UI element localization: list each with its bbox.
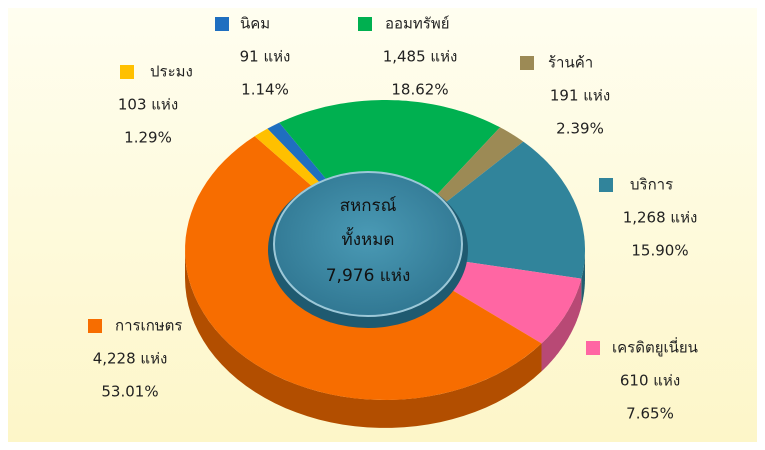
value-label: 7.65% [626,405,674,423]
slice-side [185,250,542,428]
count-label: 91 แห่ง [240,48,291,66]
center-total: 7,976 แห่ง [326,266,411,286]
center-text: สหกรณ์ [340,196,397,216]
legend-swatch [520,56,534,70]
count-label: 4,228 แห่ง [93,350,168,368]
value-label: 1.14% [241,81,289,99]
count-label: 1,268 แห่ง [623,209,698,227]
value-label: 53.01% [101,383,158,401]
slice-side [581,250,585,307]
category-label: การเกษตร [115,317,182,335]
slice-sides [185,250,585,428]
legend-swatch [586,341,600,355]
category-label: เครดิตยูเนี่ยน [612,337,698,357]
category-label: ประมง [150,63,193,81]
legend-swatch [358,17,372,31]
legend-swatch [599,178,613,192]
center-text: ทั้งหมด [342,227,395,250]
value-label: 2.39% [556,120,604,138]
legend-swatch [88,319,102,333]
category-label: นิคม [240,15,270,33]
value-label: 18.62% [391,81,448,99]
category-label: ร้านค้า [548,54,593,72]
legend-swatch [215,17,229,31]
value-label: 15.90% [631,242,688,260]
slice-side [541,278,582,372]
hub [273,171,463,317]
category-label: ออมทรัพย์ [385,15,450,33]
count-label: 103 แห่ง [118,96,178,114]
legend-swatch [120,65,134,79]
count-label: 1,485 แห่ง [383,48,458,66]
count-label: 610 แห่ง [620,372,680,390]
value-label: 1.29% [124,129,172,147]
category-label: บริการ [630,176,673,194]
count-label: 191 แห่ง [550,87,610,105]
